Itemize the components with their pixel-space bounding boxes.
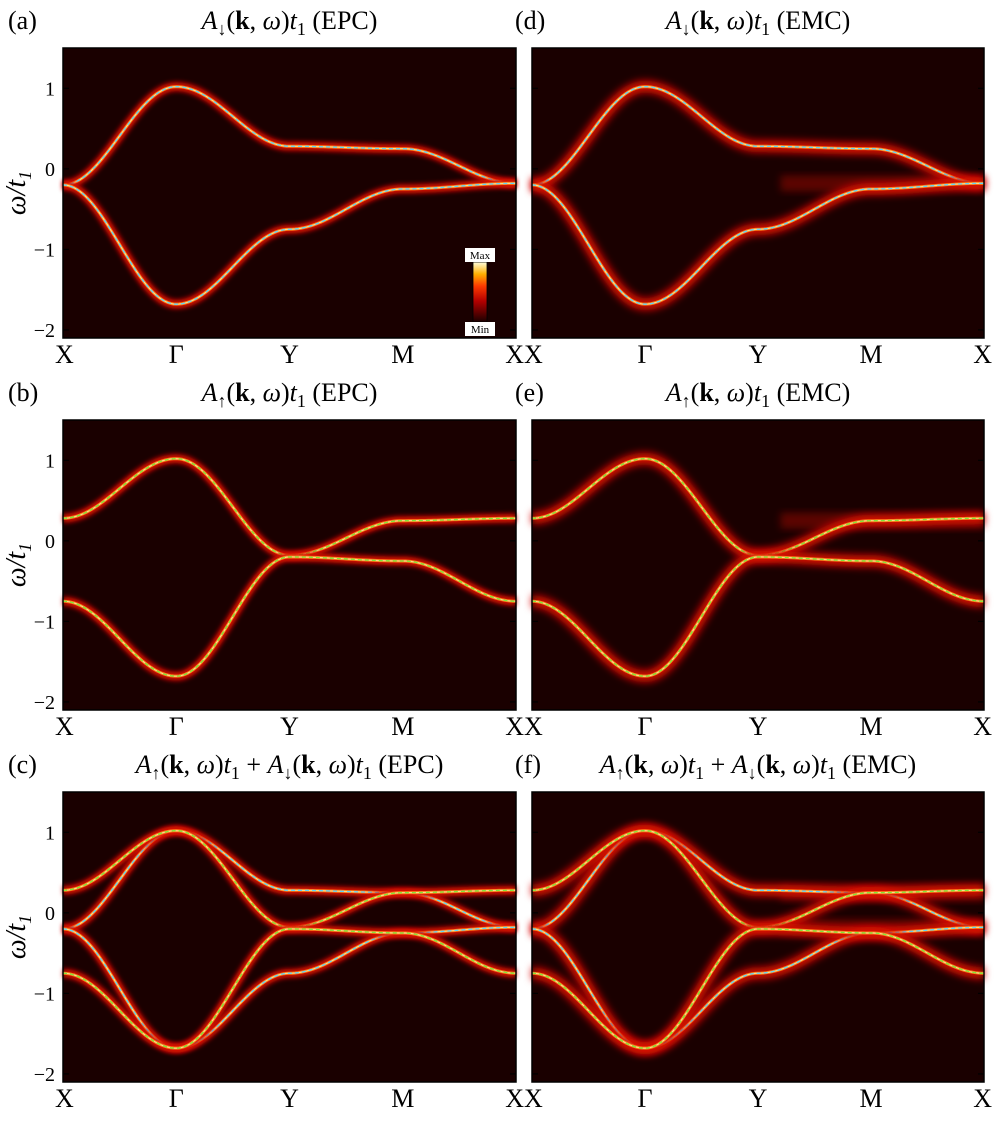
x-tick-label: Y	[749, 712, 768, 741]
panel-letter: (d)	[515, 6, 546, 35]
panel-title: A↓(k, ω)t1 (EPC)	[201, 6, 378, 40]
plot-background	[63, 792, 516, 1082]
y-axis-label: ω/t1	[1, 543, 35, 587]
x-tick-label: M	[859, 712, 882, 741]
plot-frame	[531, 419, 985, 711]
y-tick-label: 1	[45, 450, 55, 472]
spectral-heatmap: 1 0 −1 −2 ω/t1 X Γ Y M X Max Min	[1, 47, 524, 369]
band-dashed-line	[62, 458, 516, 556]
band-dashed-line	[531, 86, 985, 186]
panel-letter: (b)	[8, 378, 39, 407]
x-tick-label: X	[973, 712, 992, 741]
band-dashed-line	[62, 182, 517, 305]
x-tick-label: Y	[749, 340, 768, 369]
y-tick-label: 0	[45, 159, 55, 181]
x-tick-label: X	[973, 340, 992, 369]
x-tick-label: M	[391, 1084, 414, 1113]
plot-background	[63, 420, 516, 710]
plot-frame	[531, 47, 985, 339]
panel-title: A↑(k, ω)t1 (EMC)	[665, 378, 851, 412]
x-tick-label: M	[859, 1084, 882, 1113]
x-tick-label: Γ	[169, 1084, 184, 1113]
y-tick-label: −2	[34, 320, 55, 342]
y-tick-label: −1	[34, 983, 55, 1005]
band-dashed-line	[531, 928, 985, 1049]
x-tick-label: X	[505, 1084, 524, 1113]
spectral-heatmap: 1 0 −1 −2 ω/t1 X Γ Y M X	[1, 791, 524, 1113]
plot-frame	[62, 419, 517, 711]
x-tick-label: X	[524, 1084, 543, 1113]
x-tick-label: Γ	[169, 712, 184, 741]
band-dashed-line	[62, 86, 517, 186]
x-tick-label: X	[55, 1084, 74, 1113]
spectral-heatmap: 1 0 −1 −2 ω/t1 X Γ Y M X	[1, 419, 524, 741]
band-dashed-line	[531, 182, 985, 305]
plot-frame	[62, 791, 517, 1083]
panel-letter: (c)	[8, 750, 37, 779]
x-tick-label: Γ	[637, 1084, 652, 1113]
panel-title: A↑(k, ω)t1 + A↓(k, ω)t1 (EMC)	[599, 750, 917, 784]
y-tick-label: −2	[34, 1064, 55, 1086]
x-tick-label: X	[524, 340, 543, 369]
band-dashed-line	[531, 556, 985, 677]
x-tick-label: X	[973, 1084, 992, 1113]
panel-title: A↑(k, ω)t1 + A↓(k, ω)t1 (EPC)	[135, 750, 444, 784]
colorbar-min-label: Min	[471, 324, 490, 336]
band-dashed-line	[62, 556, 517, 677]
x-tick-label: Γ	[637, 712, 652, 741]
x-tick-label: M	[391, 340, 414, 369]
panel-letter: (e)	[515, 378, 544, 407]
y-tick-label: 1	[45, 822, 55, 844]
band-dashed-line	[531, 830, 985, 930]
band-dashed-line	[62, 830, 517, 930]
x-tick-label: X	[55, 340, 74, 369]
plot-background	[63, 48, 516, 338]
plot-frame	[531, 791, 985, 1083]
x-tick-label: X	[524, 712, 543, 741]
y-axis-label: ω/t1	[1, 171, 35, 215]
x-tick-label: Y	[749, 1084, 768, 1113]
y-tick-label: −1	[34, 239, 55, 261]
band-dashed-line	[62, 928, 517, 1049]
band-dashed-line	[531, 926, 985, 1049]
colorbar	[472, 261, 488, 323]
x-tick-label: X	[505, 340, 524, 369]
y-axis-label: ω/t1	[1, 915, 35, 959]
y-tick-label: −1	[34, 611, 55, 633]
panel-title: A↑(k, ω)t1 (EPC)	[201, 378, 378, 412]
x-tick-label: X	[55, 712, 74, 741]
y-tick-label: −2	[34, 692, 55, 714]
panel-title: A↓(k, ω)t1 (EMC)	[665, 6, 851, 40]
y-tick-label: 0	[45, 903, 55, 925]
x-tick-label: X	[505, 712, 524, 741]
x-tick-label: Γ	[637, 340, 652, 369]
x-tick-label: Y	[280, 1084, 299, 1113]
x-tick-label: M	[391, 712, 414, 741]
x-tick-label: Y	[280, 340, 299, 369]
band-dashed-line	[62, 926, 517, 1049]
panel-letter: (a)	[8, 6, 37, 35]
plot-background	[532, 420, 984, 710]
colorbar-label-bg	[465, 248, 495, 262]
y-tick-label: 1	[45, 78, 55, 100]
colorbar-max-label: Max	[470, 250, 491, 262]
band-dashed-line	[62, 830, 516, 928]
x-tick-label: Y	[280, 712, 299, 741]
x-tick-label: Γ	[169, 340, 184, 369]
plot-frame	[62, 47, 517, 339]
panel-letter: (f)	[515, 750, 541, 779]
colorbar-label-bg	[465, 322, 495, 336]
x-tick-label: M	[859, 340, 882, 369]
y-tick-label: 0	[45, 531, 55, 553]
